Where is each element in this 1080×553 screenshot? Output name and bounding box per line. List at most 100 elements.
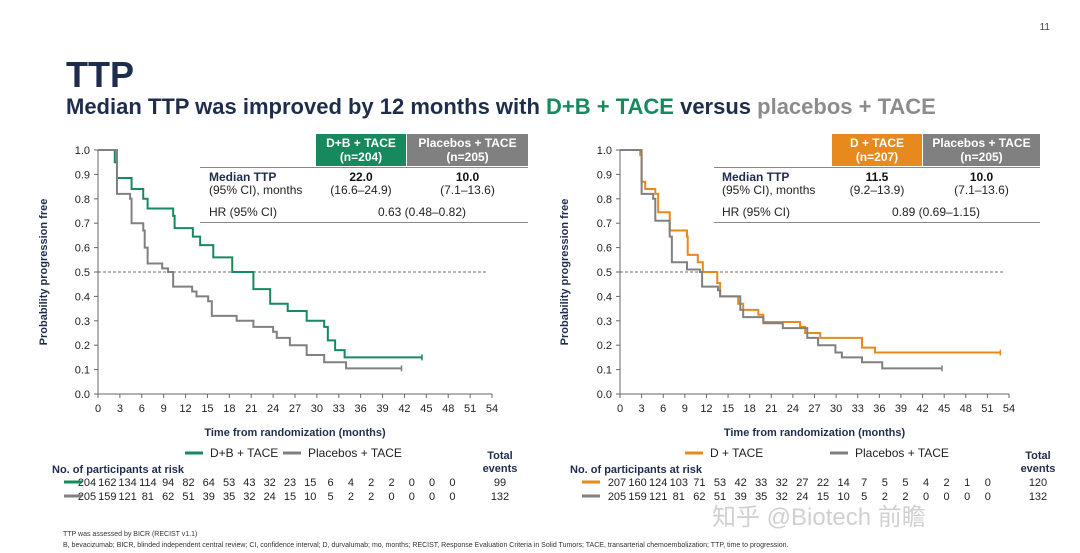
x-tick-label: 9	[161, 403, 167, 415]
at-risk-value: 121	[649, 491, 667, 503]
at-risk-value: 207	[608, 477, 626, 489]
x-tick-label: 0	[95, 403, 101, 415]
x-tick-label: 21	[765, 403, 777, 415]
at-risk-value: 10	[304, 491, 316, 503]
at-risk-value: 6	[328, 477, 334, 489]
x-tick-label: 33	[333, 403, 345, 415]
at-risk-value: 39	[203, 491, 215, 503]
at-risk-value: 35	[755, 491, 767, 503]
total-events-value: 120	[1029, 477, 1047, 489]
header-label: D+B + TACE	[326, 136, 396, 150]
total-events-value: 132	[1029, 491, 1047, 503]
median-ci: (16.6–24.9)	[330, 183, 392, 197]
x-tick-label: 27	[808, 403, 820, 415]
y-tick-label: 0.9	[597, 169, 612, 181]
at-risk-value: 204	[78, 477, 96, 489]
y-tick-label: 0.0	[597, 389, 612, 401]
x-tick-label: 51	[464, 403, 476, 415]
x-tick-label: 12	[179, 403, 191, 415]
at-risk-value: 81	[142, 491, 154, 503]
legend-label: D+B + TACE	[210, 446, 278, 460]
x-tick-label: 18	[223, 403, 235, 415]
header-n: (n=205)	[446, 150, 489, 164]
y-tick-label: 0.8	[75, 194, 90, 206]
x-tick-label: 0	[617, 403, 623, 415]
y-tick-label: 0.5	[75, 267, 90, 279]
hr-label: HR (95% CI)	[722, 205, 791, 219]
subtitle-text: versus	[673, 94, 758, 119]
page-number: 11	[1039, 22, 1050, 33]
at-risk-value: 0	[409, 491, 415, 503]
x-tick-label: 36	[873, 403, 885, 415]
y-tick-label: 0.8	[597, 194, 612, 206]
x-tick-label: 24	[267, 403, 279, 415]
x-tick-label: 51	[981, 403, 993, 415]
median-label: Median TTP	[722, 170, 790, 184]
total-events-value: 99	[494, 477, 506, 489]
at-risk-value: 2	[368, 491, 374, 503]
at-risk-value: 2	[882, 491, 888, 503]
at-risk-value: 33	[755, 477, 767, 489]
median-sub: (95% CI), months	[209, 183, 303, 197]
header-db-tace: D+B + TACE (n=204)	[316, 134, 406, 166]
km-curve-placebo	[98, 149, 402, 370]
at-risk-value: 32	[243, 491, 255, 503]
at-risk-value: 4	[923, 477, 929, 489]
x-tick-label: 36	[355, 403, 367, 415]
at-risk-value: 5	[861, 491, 867, 503]
x-tick-label: 3	[639, 403, 645, 415]
at-risk-value: 0	[923, 491, 929, 503]
at-risk-value: 2	[944, 477, 950, 489]
y-tick-label: 0.0	[75, 389, 90, 401]
divider	[714, 167, 1040, 168]
km-curve-placebo	[620, 149, 943, 370]
header-n: (n=207)	[855, 150, 899, 164]
subtitle-text: Median TTP was improved by 12 months wit…	[66, 94, 547, 119]
x-tick-label: 24	[787, 403, 799, 415]
at-risk-value: 114	[139, 477, 157, 489]
x-tick-label: 54	[1003, 403, 1015, 415]
at-risk-value: 81	[673, 491, 685, 503]
at-risk-value: 160	[628, 477, 646, 489]
at-risk-value: 27	[796, 477, 808, 489]
y-tick-label: 0.3	[597, 316, 612, 328]
median-value: 11.5	[865, 170, 889, 184]
median-ci: (7.1–13.6)	[440, 183, 495, 197]
at-risk-value: 2	[388, 477, 394, 489]
y-axis-label: Probability progression free	[559, 199, 571, 346]
watermark: 知乎 @Biotech 前瞻	[712, 504, 926, 531]
subtitle-highlight-db: D+B + TACE	[546, 94, 674, 119]
at-risk-value: 159	[98, 491, 116, 503]
y-tick-label: 0.5	[597, 267, 612, 279]
at-risk-value: 32	[776, 491, 788, 503]
x-tick-label: 6	[139, 403, 145, 415]
at-risk-value: 94	[162, 477, 174, 489]
y-tick-label: 1.0	[75, 145, 90, 157]
at-risk-value: 0	[985, 477, 991, 489]
y-tick-label: 0.6	[597, 243, 612, 255]
total-events-label: events	[483, 463, 518, 475]
legend-label: Placebos + TACE	[308, 446, 402, 460]
y-tick-label: 0.1	[597, 365, 612, 377]
at-risk-value: 4	[348, 477, 354, 489]
header-placebo-tace: Placebos + TACE (n=205)	[407, 134, 528, 166]
x-tick-label: 6	[660, 403, 666, 415]
x-tick-label: 54	[486, 403, 498, 415]
at-risk-value: 0	[944, 491, 950, 503]
median-value: 10.0	[455, 170, 480, 184]
median-sub: (95% CI), months	[722, 183, 816, 197]
at-risk-value: 5	[902, 477, 908, 489]
at-risk-value: 15	[284, 491, 296, 503]
at-risk-value: 0	[964, 491, 970, 503]
hr-value: 0.63 (0.48–0.82)	[377, 205, 467, 219]
at-risk-value: 205	[608, 491, 626, 503]
risk-table-title: No. of participants at risk	[52, 464, 185, 476]
hr-value: 0.89 (0.69–1.15)	[891, 205, 981, 219]
at-risk-value: 0	[388, 491, 394, 503]
at-risk-value: 2	[368, 477, 374, 489]
at-risk-value: 5	[328, 491, 334, 503]
y-tick-label: 0.1	[75, 365, 90, 377]
divider	[714, 222, 1040, 223]
hr-label: HR (95% CI)	[209, 205, 278, 219]
at-risk-value: 22	[817, 477, 829, 489]
